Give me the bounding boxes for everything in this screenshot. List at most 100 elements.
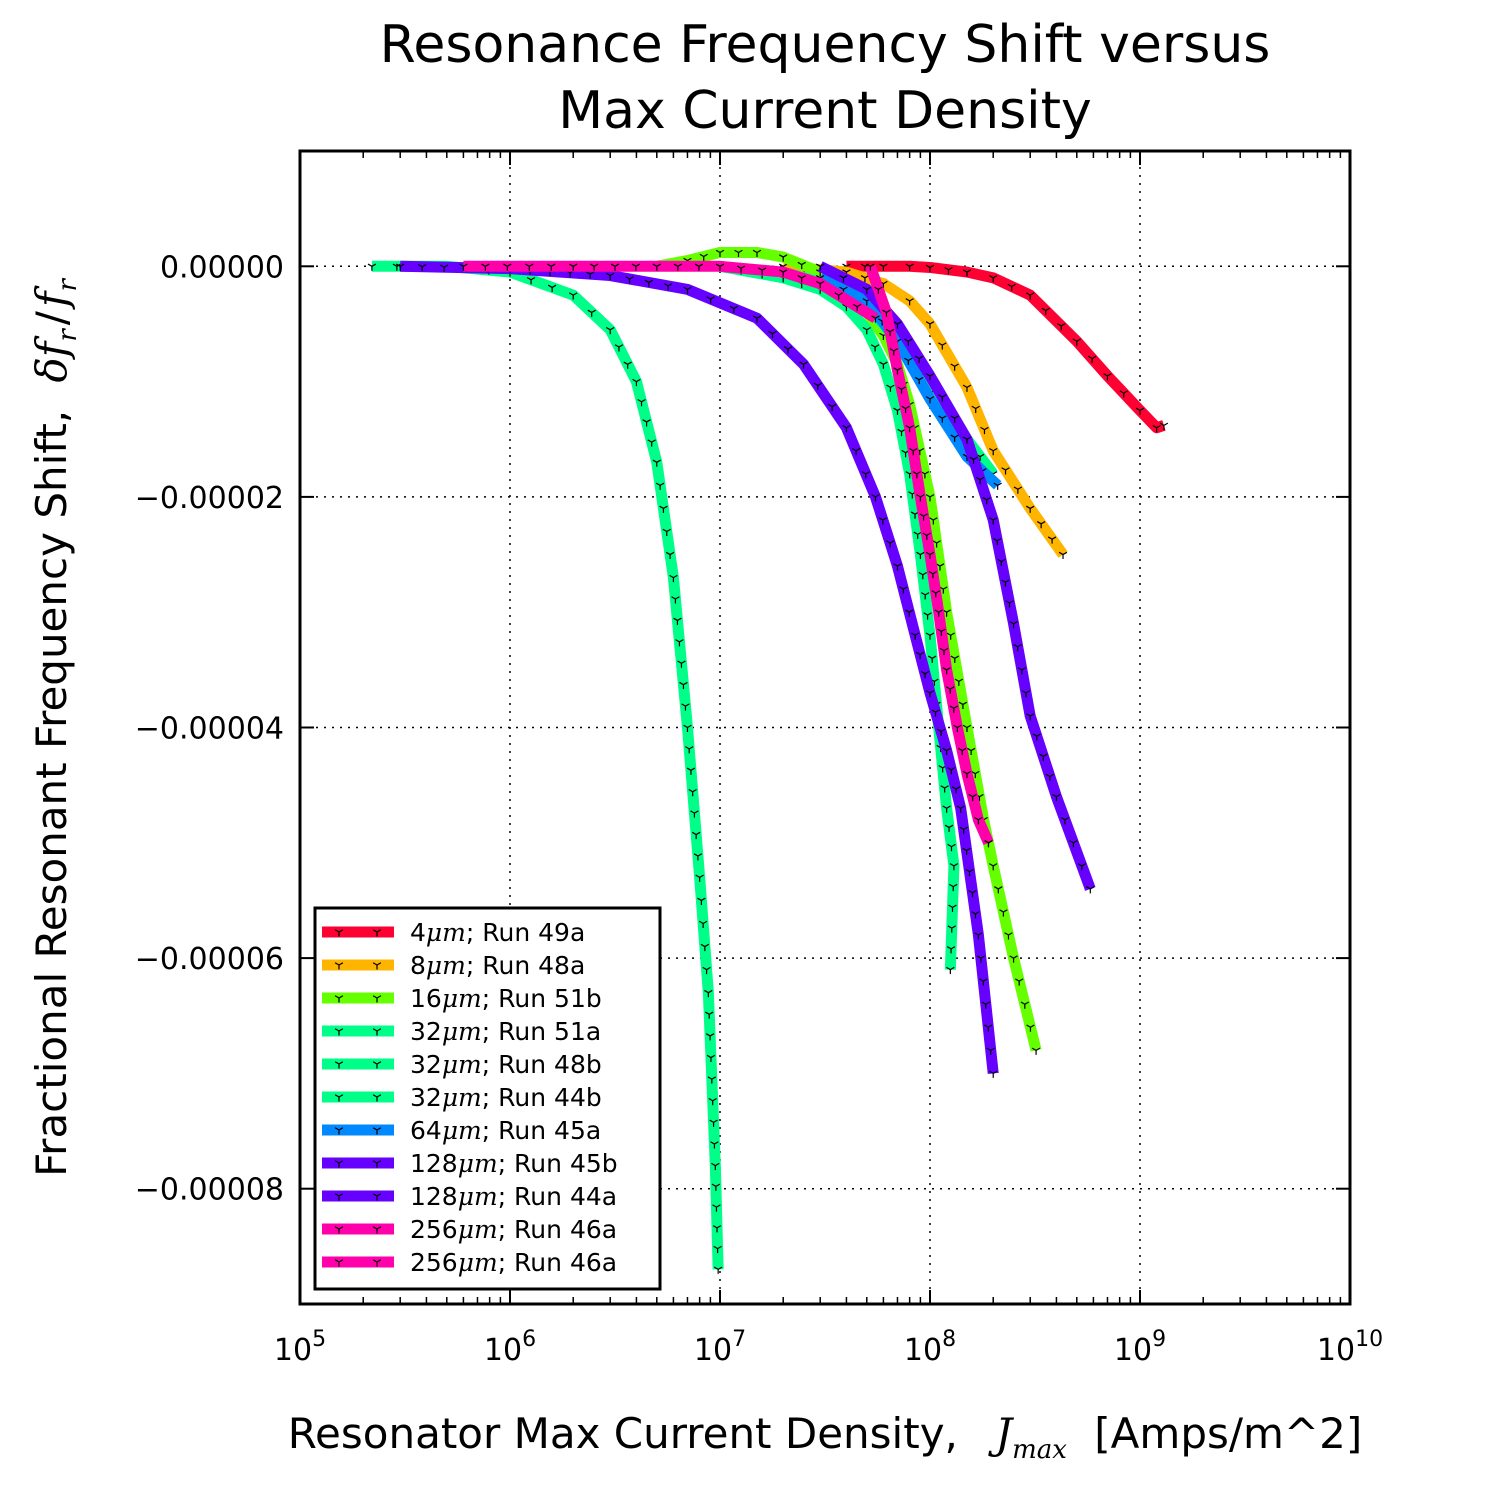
data-point bbox=[1014, 978, 1024, 986]
legend-entry: 256μm; Run 46a bbox=[322, 1248, 617, 1277]
data-point bbox=[999, 909, 1008, 917]
data-point bbox=[861, 471, 871, 479]
data-point bbox=[1069, 840, 1078, 848]
data-point bbox=[699, 253, 708, 261]
data-point bbox=[980, 426, 989, 435]
data-point bbox=[686, 767, 696, 775]
x-axis-symbol-sub: max bbox=[1012, 1435, 1067, 1465]
data-point bbox=[928, 570, 938, 579]
x-axis-label-text: Resonator Max Current Density, bbox=[288, 1409, 958, 1458]
legend-size: 256 bbox=[410, 1248, 458, 1277]
legend-run: ; Run 45a bbox=[482, 1116, 601, 1145]
y-axis-slash: / bbox=[27, 310, 76, 325]
data-point bbox=[799, 361, 808, 369]
data-point bbox=[956, 805, 965, 813]
y-tick-label: −0.00002 bbox=[135, 481, 284, 516]
legend-label: 32μm; Run 51a bbox=[410, 1017, 601, 1046]
data-point bbox=[962, 770, 972, 779]
data-point bbox=[962, 847, 971, 855]
data-point bbox=[905, 424, 914, 433]
data-point bbox=[914, 355, 924, 364]
series-line bbox=[463, 260, 879, 323]
series-layer bbox=[367, 246, 1169, 1274]
legend-size: 16 bbox=[410, 984, 442, 1013]
x-tick-base: 10 bbox=[274, 1333, 312, 1368]
data-point bbox=[1032, 733, 1041, 741]
data-point bbox=[971, 911, 980, 919]
data-point bbox=[367, 263, 377, 271]
legend-marker bbox=[334, 929, 382, 937]
x-tick-label: 1010 bbox=[1317, 1327, 1383, 1368]
data-point bbox=[1039, 753, 1048, 761]
data-point bbox=[642, 419, 651, 427]
data-point bbox=[783, 346, 793, 354]
legend-label: 16μm; Run 51b bbox=[410, 984, 602, 1013]
legend-run: ; Run 51b bbox=[482, 984, 602, 1013]
data-point bbox=[946, 966, 955, 975]
data-point bbox=[982, 497, 991, 505]
x-tick-base: 10 bbox=[694, 1333, 732, 1368]
data-point bbox=[897, 386, 906, 394]
legend-marker bbox=[334, 1193, 382, 1201]
data-point bbox=[925, 632, 935, 640]
data-point bbox=[681, 703, 690, 711]
data-point bbox=[757, 267, 767, 275]
data-point bbox=[993, 537, 1002, 546]
data-point bbox=[842, 424, 851, 433]
data-point bbox=[736, 265, 746, 273]
data-point bbox=[969, 456, 978, 464]
data-point bbox=[925, 396, 935, 404]
data-point bbox=[975, 476, 985, 485]
data-point bbox=[711, 1162, 720, 1171]
data-point bbox=[503, 263, 512, 271]
data-point bbox=[779, 269, 788, 277]
data-point bbox=[1026, 1024, 1035, 1032]
legend-marker bbox=[334, 995, 382, 1003]
data-point bbox=[1013, 644, 1022, 652]
data-point bbox=[632, 378, 641, 387]
data-point bbox=[713, 1245, 722, 1254]
data-point bbox=[925, 690, 935, 698]
data-point bbox=[989, 1070, 998, 1078]
data-point bbox=[1152, 424, 1161, 433]
legend-entry: 16μm; Run 51b bbox=[322, 984, 602, 1013]
data-point bbox=[949, 705, 959, 713]
legend-label: 64μm; Run 45a bbox=[410, 1116, 601, 1145]
data-point bbox=[675, 639, 684, 647]
data-point bbox=[625, 276, 634, 284]
data-point bbox=[631, 263, 641, 271]
legend-size: 8 bbox=[410, 951, 426, 980]
data-point bbox=[938, 342, 947, 350]
series-2 bbox=[779, 260, 1068, 560]
legend-size: 32 bbox=[410, 1083, 442, 1112]
data-point bbox=[936, 728, 946, 736]
data-point bbox=[815, 280, 825, 289]
data-point bbox=[962, 269, 972, 277]
legend-marker bbox=[334, 1226, 382, 1234]
data-point bbox=[923, 612, 932, 620]
legend-run: ; Run 48a bbox=[466, 951, 585, 980]
data-point bbox=[637, 399, 646, 407]
legend-marker bbox=[334, 1259, 382, 1267]
data-point bbox=[965, 868, 974, 877]
y-axis-symbol-2-sub: r bbox=[53, 278, 83, 292]
data-point bbox=[1077, 863, 1087, 871]
data-point bbox=[663, 283, 673, 291]
data-point bbox=[929, 517, 938, 525]
data-point bbox=[899, 586, 908, 594]
legend-marker bbox=[334, 1127, 382, 1135]
data-point bbox=[1025, 505, 1035, 513]
data-point bbox=[986, 1047, 995, 1055]
data-point bbox=[984, 1024, 993, 1032]
data-point bbox=[1041, 307, 1050, 315]
data-point bbox=[691, 831, 701, 840]
data-point bbox=[989, 517, 998, 525]
data-point bbox=[904, 338, 913, 346]
x-axis-unit: [Amps/m^2] bbox=[1094, 1409, 1362, 1458]
data-point bbox=[950, 363, 959, 371]
legend-run: ; Run 48b bbox=[482, 1050, 602, 1079]
legend-label: 128μm; Run 44a bbox=[410, 1182, 617, 1211]
data-point bbox=[662, 528, 671, 536]
legend-marker bbox=[334, 1094, 382, 1102]
data-point bbox=[706, 1054, 716, 1063]
